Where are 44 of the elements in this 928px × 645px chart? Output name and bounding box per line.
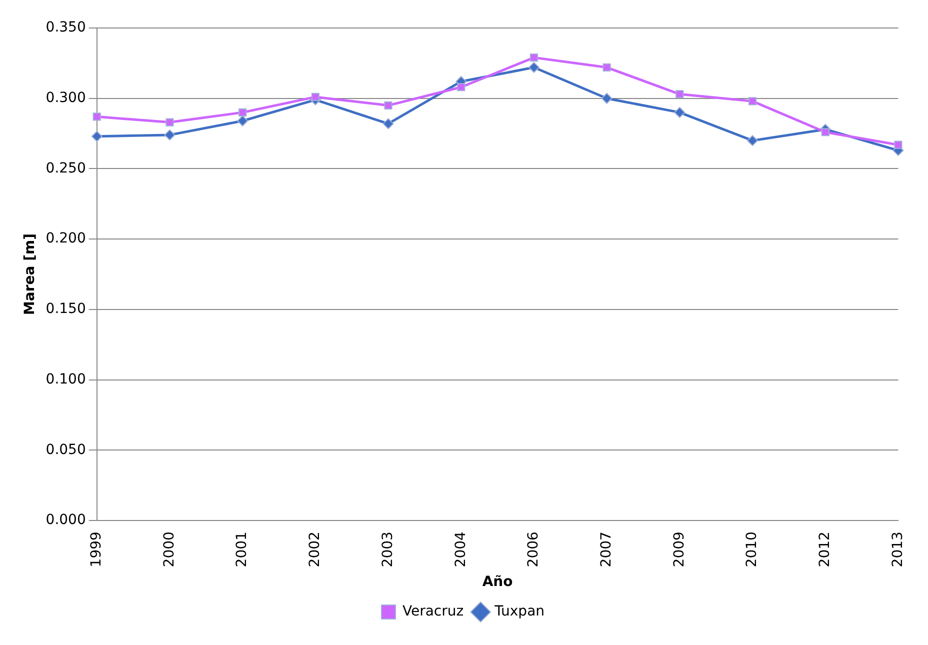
legend-label: Tuxpan: [494, 604, 545, 620]
point: [166, 118, 174, 126]
point: [601, 92, 612, 104]
point: [384, 101, 392, 110]
point: [894, 140, 902, 149]
x-tick-label: 2000: [161, 532, 178, 568]
x-tick-label: 2001: [234, 532, 250, 568]
point: [164, 129, 176, 140]
x-tick-label: 2006: [526, 531, 542, 568]
point: [382, 118, 394, 130]
x-tick-label: 2004: [452, 531, 469, 568]
point: [530, 54, 538, 62]
y-tick-label: 0.150: [46, 301, 86, 318]
legend-label: Veracruz: [402, 604, 464, 620]
x-tick-label: 2007: [598, 532, 614, 568]
y-tick-label: 0.300: [46, 90, 86, 106]
point: [676, 90, 684, 98]
x-tick-label: 2003: [380, 532, 396, 568]
point: [747, 135, 758, 146]
y-tick-label: 0.000: [46, 512, 86, 528]
x-tick-label: 2012: [816, 532, 833, 568]
point: [528, 62, 540, 73]
y-tick-label: 0.200: [46, 230, 86, 247]
point: [237, 115, 248, 126]
point: [457, 83, 466, 92]
point: [91, 130, 102, 142]
y-tick-label: 0.250: [46, 160, 86, 176]
x-axis-title: Año: [482, 574, 514, 590]
y-tick-label: 0.100: [46, 371, 86, 388]
y-tick-label: 0.350: [46, 20, 86, 36]
point: [602, 63, 611, 72]
point: [311, 92, 320, 101]
point: [92, 112, 101, 121]
point: [821, 128, 830, 136]
x-tick-label: 1999: [88, 532, 105, 568]
x-tick-label: 2009: [671, 532, 688, 568]
y-tick-label: 0.050: [46, 442, 86, 458]
x-tick-label: 2002: [307, 532, 324, 568]
point: [238, 108, 247, 116]
x-tick-label: 2010: [744, 532, 760, 568]
x-tick-label: 2013: [890, 532, 906, 568]
point: [674, 106, 686, 118]
point: [748, 97, 757, 106]
y-axis-title: Marea [m]: [22, 234, 38, 316]
